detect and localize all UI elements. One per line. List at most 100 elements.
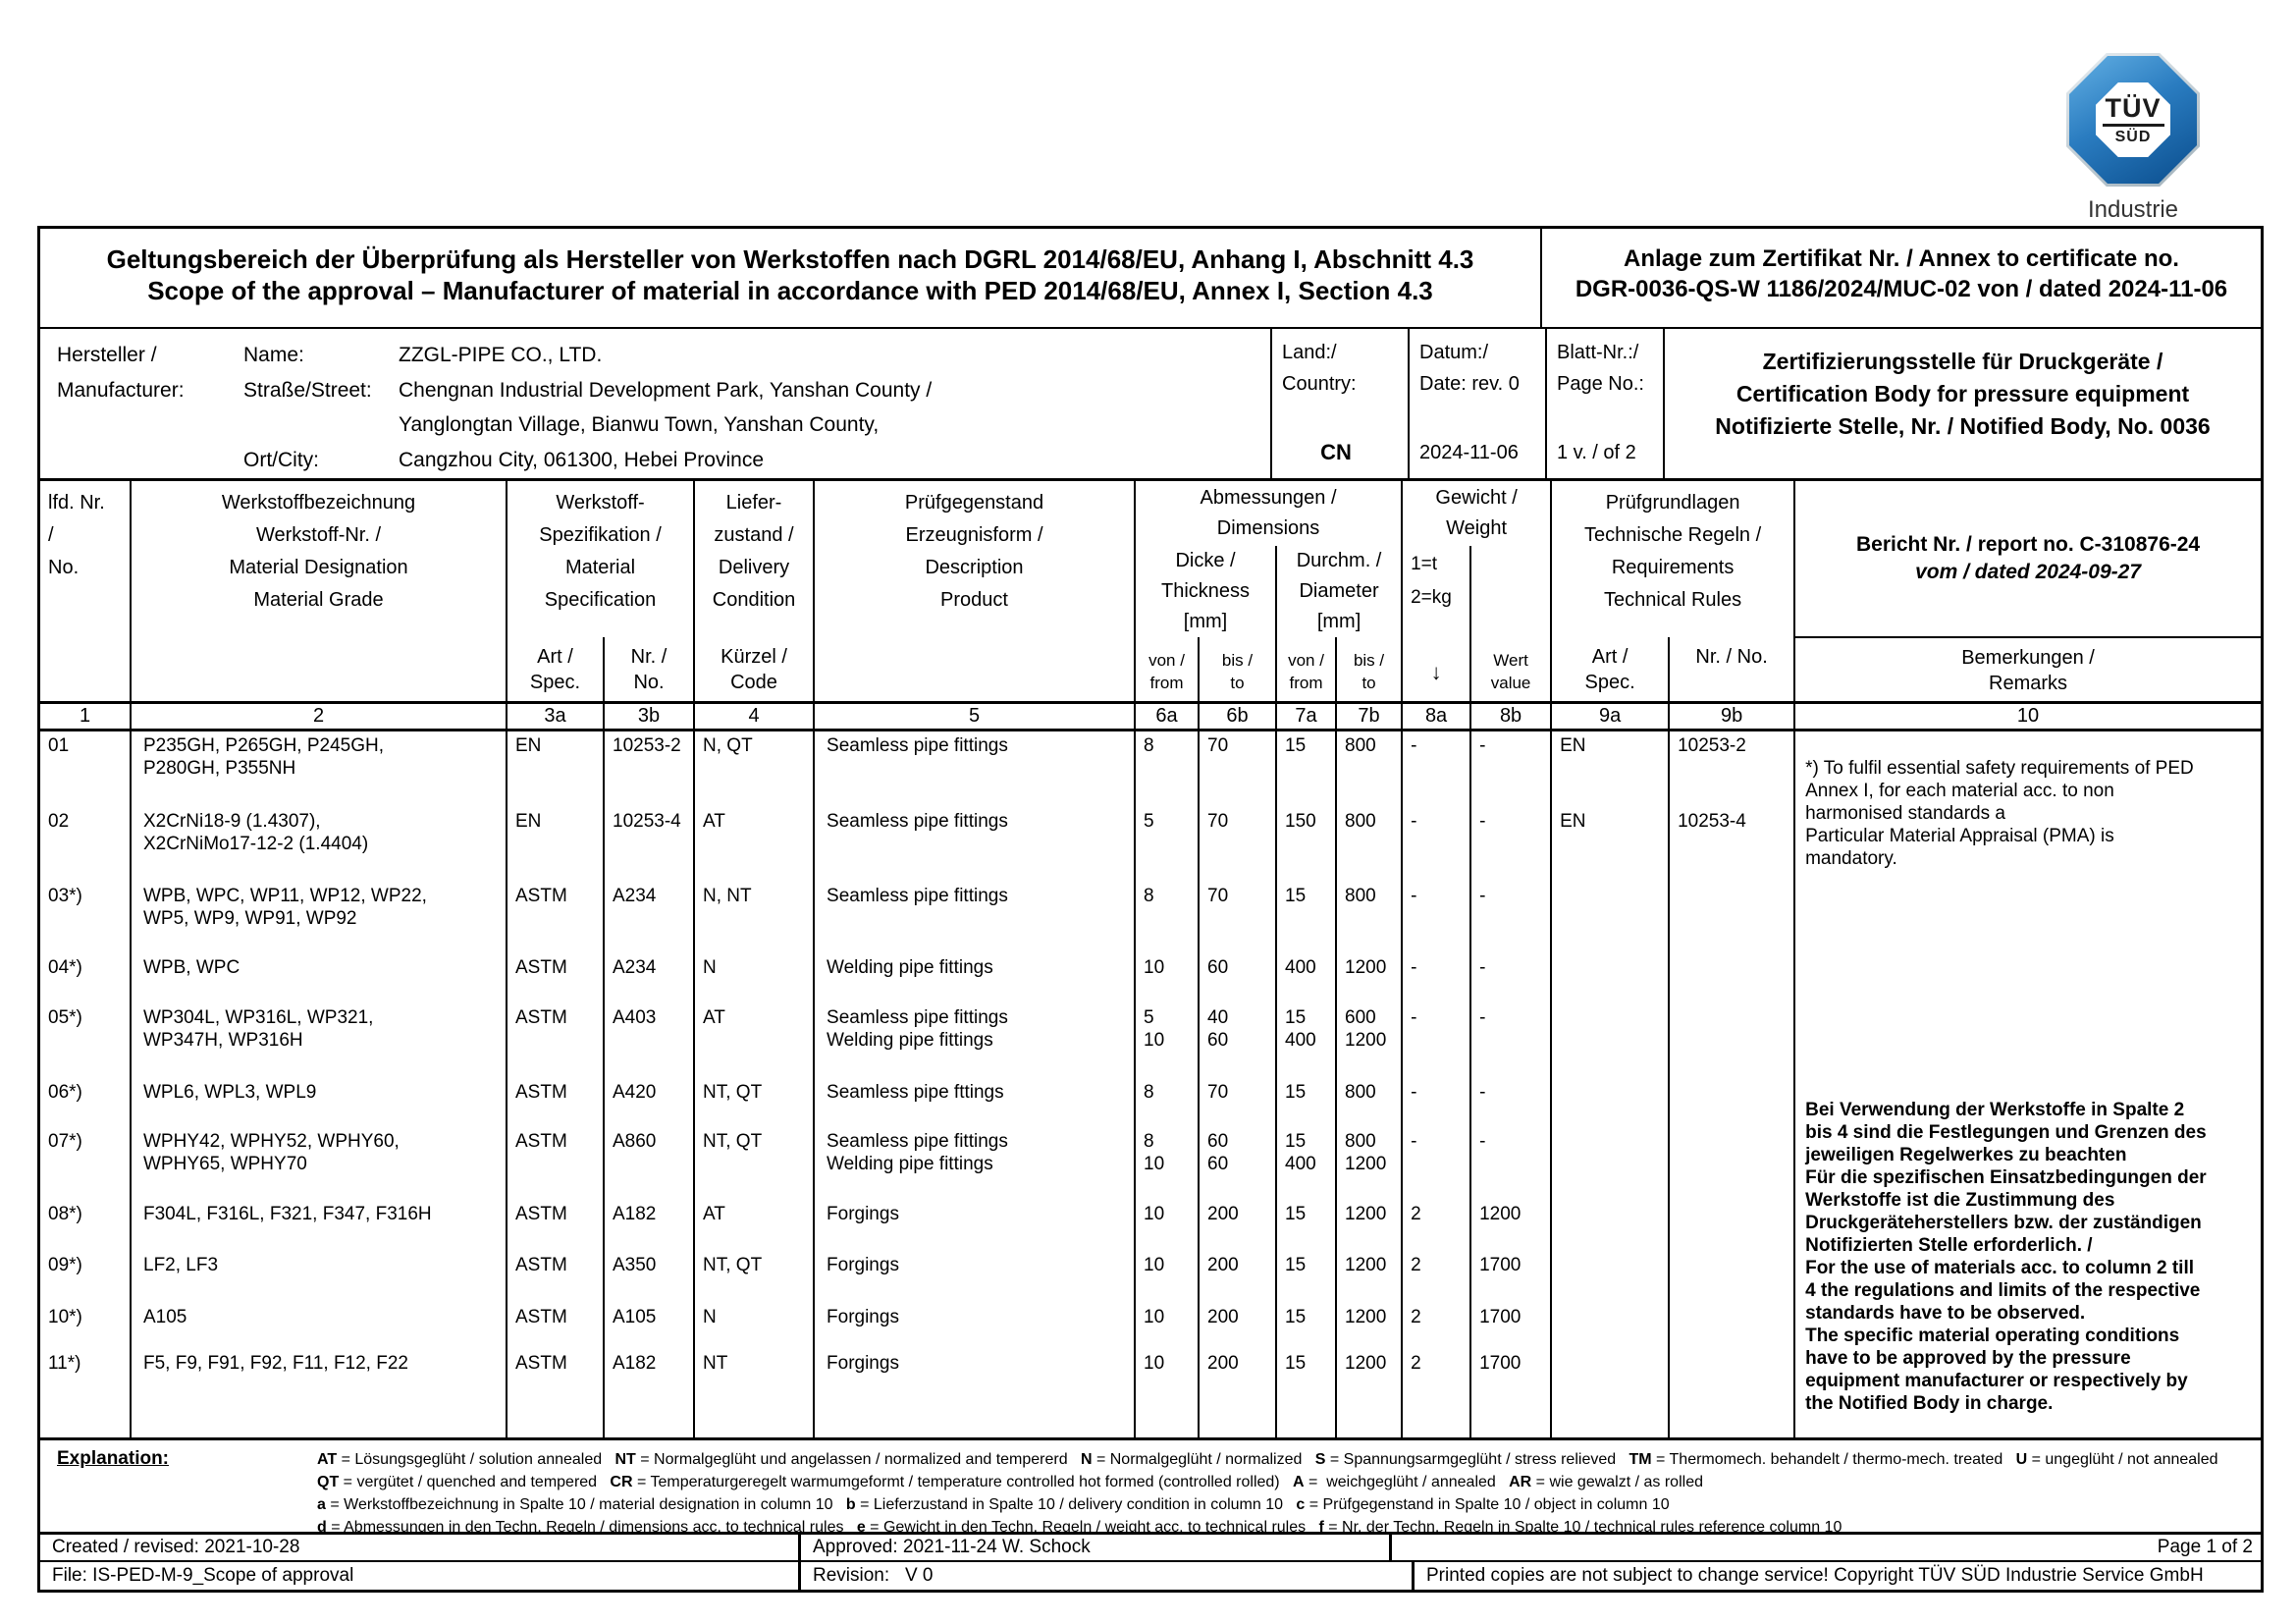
date-label-de: Datum:/ (1419, 342, 1489, 363)
cell-d-from: 15 (1276, 730, 1338, 807)
table-row: 09*) LF2, LF3 ASTM A350 NT, QT Forgings … (40, 1251, 2261, 1303)
street-value-2: Yanglongtan Village, Bianwu Town, Yansha… (399, 413, 880, 436)
cell-spec: ASTM (507, 1251, 605, 1303)
cell-t-to: 200 (1199, 1302, 1278, 1350)
cell-t-to: 70 (1199, 730, 1278, 807)
cell-w-val: - (1470, 1126, 1553, 1200)
cell-t-from: 8 (1135, 881, 1201, 954)
header-9b: Nr. / No. (1669, 637, 1796, 702)
cell-t-to: 200 (1199, 1251, 1278, 1303)
cell-t-from: 5 (1135, 806, 1201, 882)
header-diameter: Durchm. / Diameter [mm] (1276, 546, 1404, 637)
cell-grades: WP304L, WP316L, WP321, WP347H, WP316H (131, 1002, 507, 1079)
header-remarks: Bemerkungen / Remarks (1961, 647, 2095, 694)
cell-d-from: 15 (1276, 1349, 1338, 1437)
certbody-line3: Notifizierte Stelle, Nr. / Notified Body… (1715, 413, 2211, 439)
cell-d-from: 15 (1276, 1199, 1338, 1252)
cell-d-from: 15 400 (1276, 1002, 1338, 1079)
cell-code: AT (694, 1199, 816, 1252)
header-weight-unit-arrow-icon: ↓ (1402, 637, 1472, 702)
cell-t-to: 70 (1199, 1078, 1278, 1127)
cell-spec-no: A182 (604, 1349, 696, 1437)
cell-t-to: 40 60 (1199, 1002, 1278, 1079)
approved: Approved: 2021-11-24 W. Schock (801, 1534, 1392, 1560)
logo-sud-text: SÜD (2114, 128, 2152, 145)
header-report-no: Bericht Nr. / report no. C-310876-24 vom… (1794, 481, 2261, 638)
country-value: CN (1320, 440, 1352, 464)
cell-rule-no (1669, 1302, 1796, 1350)
remarks-usage-note: Bei Verwendung der Werkstoffe in Spalte … (1805, 1099, 2207, 1414)
header-3a: Art / Spec. (507, 637, 605, 702)
cell-no: 01 (40, 730, 132, 807)
annex-certificate-no: Anlage zum Zertifikat Nr. / Annex to cer… (1542, 229, 2261, 327)
cell-grades: X2CrNi18-9 (1.4307), X2CrNiMo17-12-2 (1.… (131, 806, 507, 882)
cell-rule-spec (1551, 1126, 1671, 1200)
created-revised: Created / revised: 2021-10-28 (40, 1534, 801, 1560)
manufacturer-band: Hersteller / Name: ZZGL-PIPE CO., LTD. M… (40, 329, 2261, 481)
cell-no: 10*) (40, 1302, 132, 1350)
cell-t-from: 5 10 (1135, 1002, 1201, 1079)
cell-grades: WPB, WPC, WP11, WP12, WP22, WP5, WP9, WP… (131, 881, 507, 954)
revision: Revision: V 0 (801, 1561, 1415, 1590)
cell-w-unit: 2 (1402, 1251, 1472, 1303)
cell-d-to: 800 (1336, 881, 1404, 954)
cell-w-val: - (1470, 1078, 1553, 1127)
cell-d-from: 15 400 (1276, 1126, 1338, 1200)
city-label: Ort/City: (243, 448, 319, 471)
cell-t-from: 10 (1135, 953, 1201, 1003)
cell-t-to: 70 (1199, 881, 1278, 954)
tuv-sud-octagon-icon: TÜV SÜD (2066, 53, 2200, 187)
cell-w-unit: - (1402, 953, 1472, 1003)
header-weight-units: 1=t 2=kg (1402, 546, 1472, 637)
cell-t-to: 60 (1199, 953, 1278, 1003)
cell-t-to: 70 (1199, 806, 1278, 882)
cell-t-from: 10 (1135, 1349, 1201, 1437)
cell-code: NT (694, 1349, 816, 1437)
certbody-line1: Zertifizierungsstelle für Druckgeräte / (1762, 349, 2163, 374)
cell-w-val: 1200 (1470, 1199, 1553, 1252)
cell-d-to: 800 (1336, 730, 1404, 807)
street-value-1: Chengnan Industrial Development Park, Ya… (399, 378, 933, 402)
country-cell: Land:/ Country: CN (1272, 329, 1410, 478)
header-technical-rules: Prüfgrundlagen Technische Regeln / Requi… (1551, 481, 1796, 637)
cell-spec: ASTM (507, 1349, 605, 1437)
report-no: Bericht Nr. / report no. C-310876-24 (1855, 533, 2201, 556)
manufacturer-label-de: Hersteller / (57, 344, 157, 366)
cell-no: 06*) (40, 1078, 132, 1127)
cell-spec: ASTM (507, 881, 605, 954)
table-row: 01 P235GH, P265GH, P245GH, P280GH, P355N… (40, 730, 2261, 1414)
cell-grades: F304L, F316L, F321, F347, F316H (131, 1199, 507, 1252)
cell-t-from: 8 (1135, 1078, 1201, 1127)
cell-rule-spec (1551, 1078, 1671, 1127)
explanation-line: AT = Lösungsgeglüht / solution annealed … (317, 1450, 2218, 1468)
page-label-en: Page No.: (1557, 373, 1644, 395)
header-thickness-to: bis / to (1199, 637, 1278, 702)
cell-code: NT, QT (694, 1126, 816, 1200)
cell-grades: F5, F9, F91, F92, F11, F12, F22 (131, 1349, 507, 1437)
cell-product: Seamless pipe fittings (814, 806, 1137, 882)
cell-spec-no: A234 (604, 953, 696, 1003)
cell-spec: EN (507, 730, 605, 807)
header-material-specification: Werkstoff- Spezifikation / Material Spec… (507, 481, 696, 637)
header-delivery-condition: Liefer- zustand / Delivery Condition (694, 481, 816, 637)
cell-code: NT, QT (694, 1251, 816, 1303)
cell-w-val: - (1470, 730, 1553, 807)
certbody-line2: Certification Body for pressure equipmen… (1735, 381, 2190, 406)
cell-d-to: 1200 (1336, 1199, 1404, 1252)
cell-no: 02 (40, 806, 132, 882)
cell-spec-no: 10253-2 (604, 730, 696, 807)
footer-row-2: File: IS-PED-M-9_Scope of approval Revis… (40, 1559, 2261, 1590)
cell-code: N (694, 953, 816, 1003)
name-label: Name: (243, 344, 304, 366)
cell-w-unit: - (1402, 881, 1472, 954)
header-weight-value: Wert value (1470, 637, 1553, 702)
cell-spec-no: A182 (604, 1199, 696, 1252)
cell-w-unit: 2 (1402, 1302, 1472, 1350)
table-row: 10*) A105 ASTM A105 N Forgings 10 200 15… (40, 1302, 2261, 1350)
cell-rule-spec (1551, 1002, 1671, 1079)
page-value: 1 v. / of 2 (1557, 442, 1636, 463)
certification-body: Zertifizierungsstelle für Druckgeräte / … (1665, 329, 2261, 478)
cell-t-to: 200 (1199, 1349, 1278, 1437)
cell-d-to: 1200 (1336, 1302, 1404, 1350)
scope-table: lfd. Nr. / No. Werkstoffbezeichnung Werk… (40, 481, 2261, 1437)
